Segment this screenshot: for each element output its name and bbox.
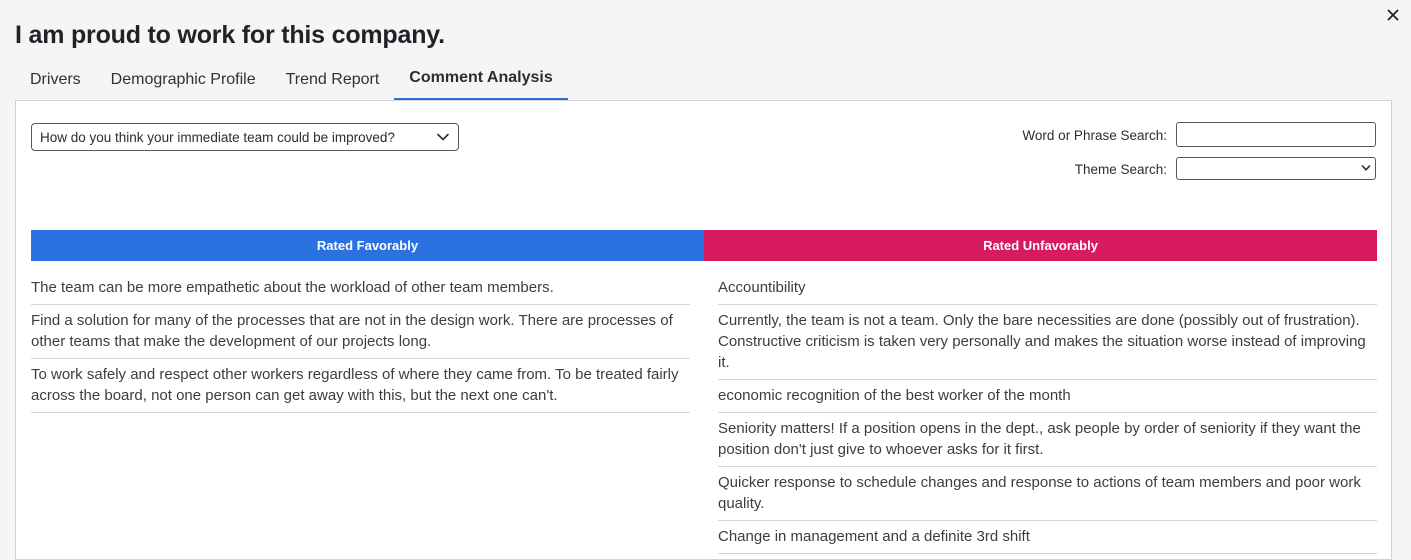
favorable-comment: The team can be more empathetic about th…: [31, 274, 690, 305]
theme-search-dropdown[interactable]: [1176, 157, 1376, 180]
theme-search-label: Theme Search:: [1074, 162, 1167, 177]
chevron-down-icon: [1361, 160, 1371, 178]
unfavorable-comment-list: Accountibility Currently, the team is no…: [718, 274, 1377, 554]
tab-bar: Drivers Demographic Profile Trend Report…: [15, 58, 568, 101]
close-icon: [1387, 9, 1399, 21]
unfavorable-comment: economic recognition of the best worker …: [718, 380, 1377, 413]
unfavorable-comment: Change in management and a definite 3rd …: [718, 521, 1377, 554]
word-search-label: Word or Phrase Search:: [1022, 128, 1167, 143]
comment-analysis-panel: How do you think your immediate team cou…: [15, 100, 1392, 560]
unfavorable-comment: Seniority matters! If a position opens i…: [718, 413, 1377, 467]
rated-favorably-header: Rated Favorably: [31, 230, 704, 261]
favorable-comment: To work safely and respect other workers…: [31, 359, 690, 413]
tab-comment-analysis[interactable]: Comment Analysis: [394, 58, 568, 101]
unfavorable-comment: Quicker response to schedule changes and…: [718, 467, 1377, 521]
close-button[interactable]: [1382, 4, 1404, 26]
question-dropdown[interactable]: How do you think your immediate team cou…: [31, 123, 459, 151]
favorable-comment-list: The team can be more empathetic about th…: [31, 274, 690, 413]
word-search-input[interactable]: [1176, 122, 1376, 147]
question-dropdown-value: How do you think your immediate team cou…: [40, 129, 395, 145]
unfavorable-comment: Accountibility: [718, 274, 1377, 305]
tab-demographic-profile[interactable]: Demographic Profile: [110, 70, 256, 88]
favorable-comment: Find a solution for many of the processe…: [31, 305, 690, 359]
chevron-down-icon: [436, 130, 450, 144]
page-title: I am proud to work for this company.: [15, 21, 445, 49]
tab-drivers[interactable]: Drivers: [30, 70, 81, 88]
unfavorable-comment: Currently, the team is not a team. Only …: [718, 305, 1377, 380]
rated-unfavorably-header: Rated Unfavorably: [704, 230, 1377, 261]
tab-trend-report[interactable]: Trend Report: [285, 70, 380, 88]
